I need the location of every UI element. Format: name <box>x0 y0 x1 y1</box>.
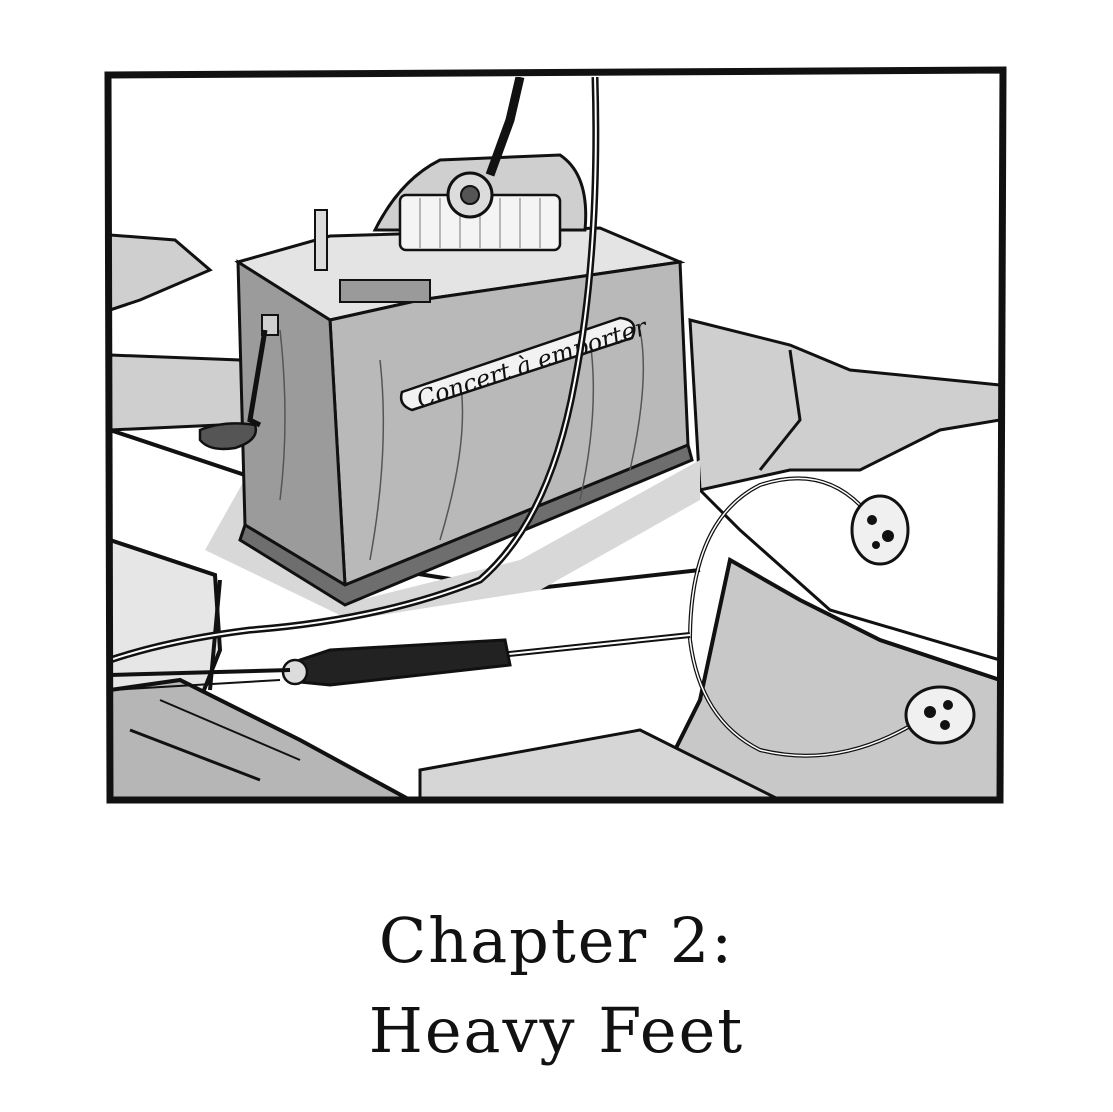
comic-panel-illustration: Concert à emporter <box>104 66 1007 804</box>
crank-mount <box>261 314 279 336</box>
cloth-right-upper <box>688 318 1000 492</box>
chapter-title-line1: Chapter 2: <box>378 904 735 977</box>
horn-cable <box>485 77 525 177</box>
cloth-left-upper <box>110 233 213 312</box>
earpiece-lower-icon <box>904 685 976 745</box>
crank-handle <box>198 422 258 451</box>
chapter-title-line2: Heavy Feet <box>368 994 745 1067</box>
cloth-bottom-center <box>418 728 781 800</box>
cloth-right-lower <box>647 556 1000 800</box>
panel-border <box>104 66 1007 804</box>
earpiece-upper-icon <box>850 494 910 566</box>
phonograph-box: Concert à emporter <box>198 153 694 607</box>
